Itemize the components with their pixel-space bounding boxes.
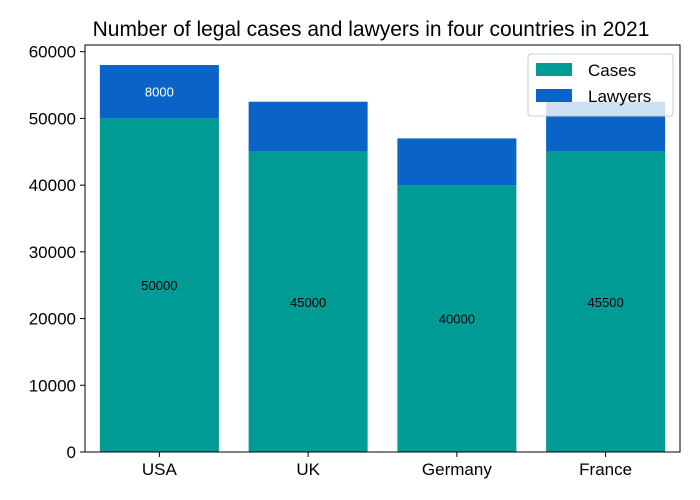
x-tick-label-usa: USA bbox=[142, 460, 178, 479]
y-tick-label: 50000 bbox=[29, 109, 76, 128]
y-tick-label: 20000 bbox=[29, 310, 76, 329]
bar-lawyers-uk bbox=[248, 101, 368, 152]
legend-label-cases: Cases bbox=[588, 61, 636, 80]
legend-label-lawyers: Lawyers bbox=[588, 87, 651, 106]
y-tick-label: 40000 bbox=[29, 176, 76, 195]
data-label-cases-usa: 50000 bbox=[141, 278, 177, 293]
bar-cases-germany bbox=[397, 185, 517, 453]
bar-cases-usa bbox=[99, 118, 219, 453]
bar-cases-france bbox=[546, 151, 666, 453]
y-tick-label: 10000 bbox=[29, 376, 76, 395]
y-tick-label: 0 bbox=[67, 443, 76, 462]
legend: Cases Lawyers bbox=[527, 53, 674, 117]
y-tick-label: 30000 bbox=[29, 243, 76, 262]
data-label-cases-france: 45500 bbox=[588, 295, 624, 310]
bar-cases-uk bbox=[248, 151, 368, 453]
bar-lawyers-usa bbox=[99, 65, 219, 119]
data-label-cases-germany: 40000 bbox=[439, 312, 475, 327]
y-tick-label: 60000 bbox=[29, 43, 76, 62]
axes-layer: 0 10000 20000 30000 40000 50000 60000 USA UK Germ… bbox=[29, 43, 681, 479]
data-label-lawyers-usa: 8000 bbox=[145, 85, 174, 100]
legend-swatch-cases bbox=[536, 63, 572, 76]
legend-swatch-lawyers bbox=[536, 89, 572, 102]
chart-title: Number of legal cases and lawyers in fou… bbox=[93, 18, 650, 41]
plot-frame bbox=[84, 44, 681, 453]
x-tick-label-germany: Germany bbox=[422, 460, 492, 479]
x-tick-label-uk: UK bbox=[296, 460, 320, 479]
data-labels-layer: 50000 8000 45000 40000 45500 bbox=[141, 85, 623, 327]
bar-lawyers-germany bbox=[397, 138, 517, 186]
x-tick-label-france: France bbox=[579, 460, 632, 479]
bars-layer bbox=[99, 65, 666, 453]
data-label-cases-uk: 45000 bbox=[290, 295, 326, 310]
